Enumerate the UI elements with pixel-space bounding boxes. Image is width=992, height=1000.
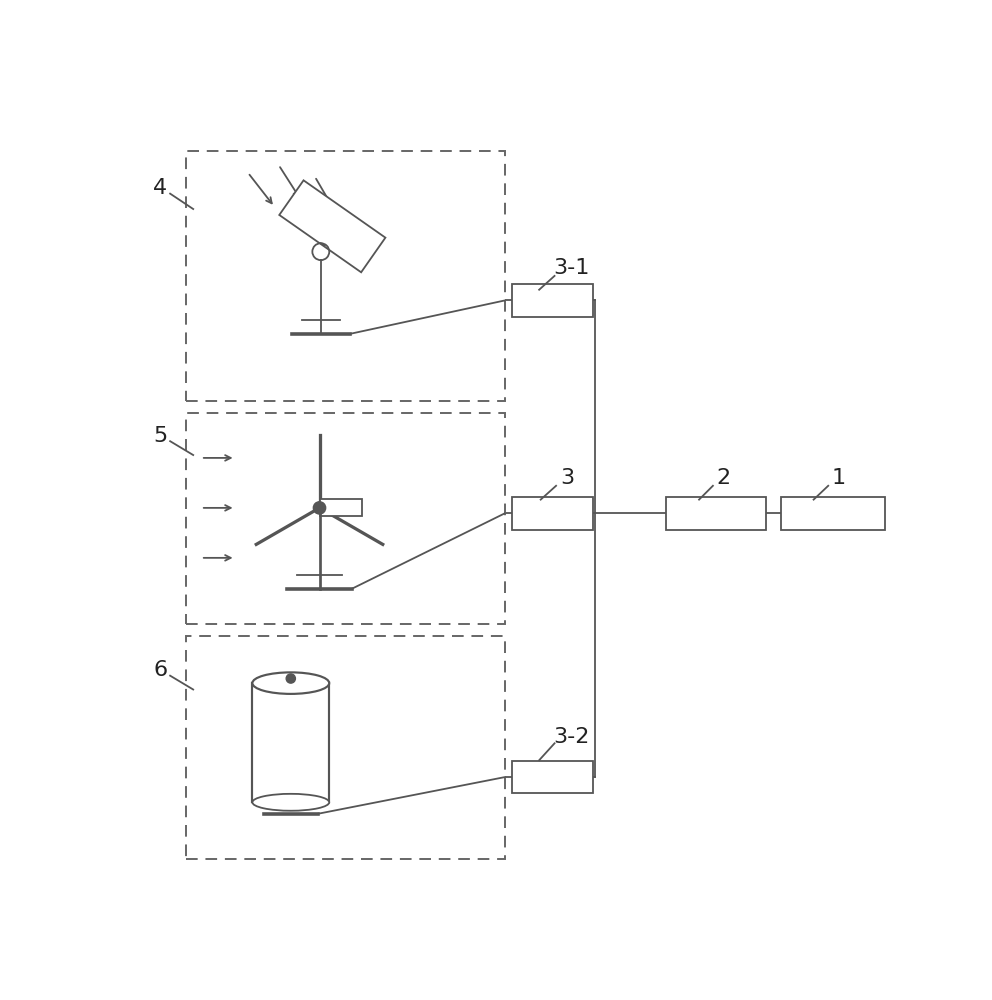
FancyBboxPatch shape: [252, 683, 329, 802]
FancyBboxPatch shape: [666, 497, 766, 530]
Text: 2: 2: [716, 468, 731, 488]
Ellipse shape: [252, 794, 329, 811]
FancyBboxPatch shape: [186, 413, 505, 624]
FancyBboxPatch shape: [319, 499, 362, 516]
Text: 4: 4: [153, 178, 168, 198]
FancyBboxPatch shape: [512, 497, 593, 530]
Text: 1: 1: [832, 468, 846, 488]
Text: 5: 5: [153, 426, 168, 446]
Text: 3-2: 3-2: [554, 727, 589, 747]
FancyBboxPatch shape: [782, 497, 885, 530]
Text: 3: 3: [559, 468, 574, 488]
Circle shape: [313, 502, 325, 514]
FancyBboxPatch shape: [512, 761, 593, 793]
Text: 6: 6: [153, 660, 168, 680]
FancyBboxPatch shape: [186, 151, 505, 401]
Circle shape: [286, 674, 296, 683]
FancyBboxPatch shape: [512, 284, 593, 317]
Text: 3-1: 3-1: [554, 258, 589, 278]
FancyBboxPatch shape: [186, 636, 505, 859]
Polygon shape: [280, 180, 386, 272]
Ellipse shape: [252, 672, 329, 694]
